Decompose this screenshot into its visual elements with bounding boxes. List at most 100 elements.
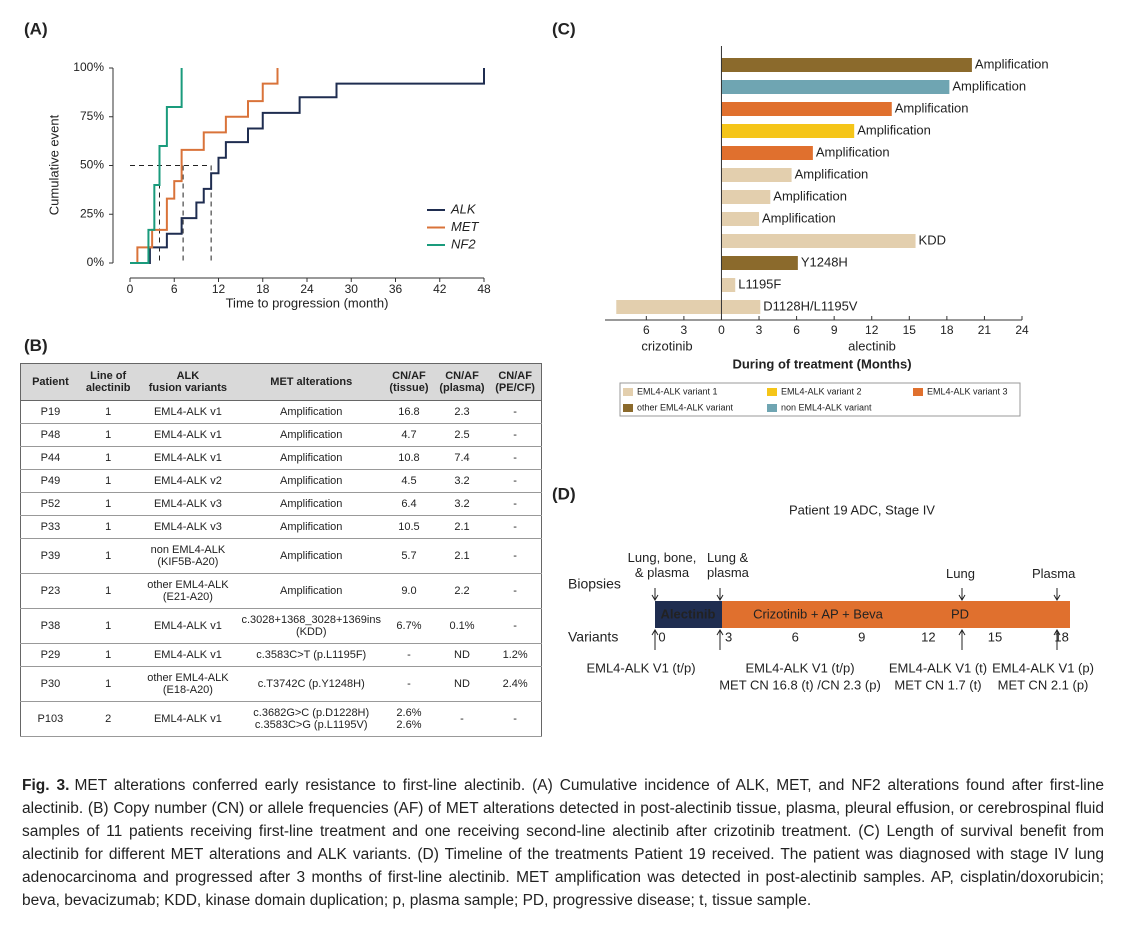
bar-label: D1128H/L1195V [763,298,858,313]
panel-label: (B) [24,336,48,355]
legend-label: ALK [450,201,477,216]
variant-annotation: EML4-ALK V1 (t/p) [586,660,695,675]
table-cell: - [383,666,435,702]
bar [721,212,760,226]
table-cell: P103 [20,701,80,737]
caption-label: Fig. 3. [22,777,70,794]
table-cell: Amplification [239,573,384,609]
table-cell: c.T3742C (p.Y1248H) [239,666,384,702]
table-cell: P44 [20,446,80,470]
bar [721,58,972,72]
table-cell: 4.5 [383,469,435,493]
x-tick-label: 6 [793,323,800,337]
arrow-head [651,629,659,636]
table-cell: 7.4 [434,446,490,470]
y-tick-label: 100% [73,60,104,74]
bar [721,80,950,94]
x-tick-label: 9 [831,323,838,337]
table-cell: - [489,515,542,539]
table-cell: 1 [79,446,137,470]
bar [721,256,798,270]
x-tick-label: 0 [127,282,134,296]
table-cell: EML4-ALK v1 [136,423,240,447]
treatment-label: Crizotinib + AP + Beva [753,606,884,621]
x-tick-label: 24 [1015,323,1029,337]
table-cell: - [489,608,542,644]
bar [721,102,892,116]
table-cell: P30 [20,666,80,702]
bar [616,300,722,314]
arrow-head [716,594,724,601]
table-cell: 3.2 [434,469,490,493]
table-cell: non EML4-ALK (KIF5B-A20) [136,538,240,574]
column-header: Line of alectinib [79,363,137,401]
timeline-tick-label: 6 [792,629,799,644]
bar-label: Amplification [895,100,969,115]
table-cell: 1 [79,515,137,539]
table-cell: 2.2 [434,573,490,609]
table-row: P44 1 EML4-ALK v1 Amplification 10.8 7.4- [20,446,542,470]
bar-label: KDD [919,232,946,247]
side-label: alectinib [848,338,896,353]
x-tick-label: 24 [300,282,314,296]
table-cell: - [489,573,542,609]
biopsy-label: Plasma [1032,566,1076,581]
bar-label: Amplification [857,122,931,137]
step-line [130,68,183,264]
arrow-head [958,629,966,636]
table-cell: 10.5 [383,515,435,539]
arrow-head [651,594,659,601]
legend-label: EML4-ALK variant 2 [781,386,862,396]
table-cell: - [383,643,435,667]
table-cell: ND [434,666,490,702]
table-cell: 4.7 [383,423,435,447]
column-header: MET alterations [239,363,384,401]
table-cell: - [489,538,542,574]
table-cell: EML4-ALK v1 [136,643,240,667]
table-cell: 2.6% 2.6% [383,701,435,737]
x-tick-label: 21 [978,323,992,337]
table-row: P30 1 other EML4-ALK (E18-A20) c.T3742C (p.… [20,666,542,702]
treatment-bar [722,601,1070,628]
x-tick-label: 30 [345,282,359,296]
y-tick-label: 50% [80,158,104,172]
table-cell: 16.8 [383,400,435,424]
x-tick-label: 12 [212,282,226,296]
table-cell: EML4-ALK v3 [136,492,240,516]
caption: Fig. 3. MET alterations conferred early r… [22,774,1104,912]
column-header: ALK fusion variants [136,363,240,401]
x-tick-label: 6 [171,282,178,296]
table-cell: 1.2% [489,643,542,667]
table-cell: 6.7% [383,608,435,644]
x-tick-label: 36 [389,282,403,296]
panel-label: (D) [552,484,576,503]
table-cell: 1 [79,573,137,609]
step-line [130,68,279,264]
arrow-head [1053,594,1061,601]
caption-text: MET alterations conferred early resistan… [22,777,1104,909]
table-cell: 0.1% [434,608,490,644]
legend-label: other EML4-ALK variant [637,402,734,412]
table-row: P29 1 EML4-ALK v1 c.3583C>T (p.L1195F) - ND 1.… [20,643,542,667]
bar [721,146,813,160]
table-cell: P19 [20,400,80,424]
table-cell: 1 [79,423,137,447]
table-cell: - [489,469,542,493]
panel-label: (C) [552,19,576,38]
arrow-head [958,594,966,601]
treatment-bar [655,601,722,628]
bar [721,234,916,248]
x-tick-label: 3 [681,323,688,337]
column-header: CN/AF (PE/CF) [489,363,542,401]
table-cell: P49 [20,469,80,493]
table-cell: 1 [79,469,137,493]
legend-box [619,382,1021,417]
table-cell: 1 [79,643,137,667]
variant-annotation: MET CN 1.7 (t) [894,677,981,692]
legend-label: EML4-ALK variant 3 [927,386,1008,396]
table-cell: EML4-ALK v1 [136,400,240,424]
y-tick-label: 25% [80,206,104,220]
variant-annotation: EML4-ALK V1 (p) [992,660,1094,675]
table-cell: 1 [79,608,137,644]
